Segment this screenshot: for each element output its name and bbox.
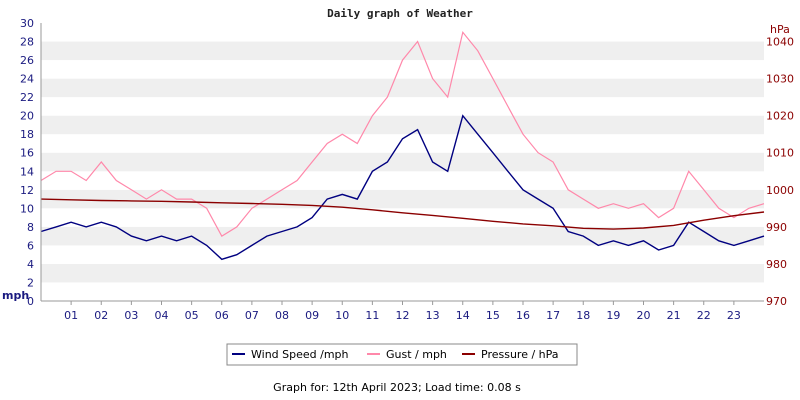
left-tick-label: 0 [27, 295, 34, 308]
legend-label: Pressure / hPa [481, 348, 559, 361]
x-tick-label: 23 [727, 309, 741, 322]
left-tick-label: 8 [27, 221, 34, 234]
left-tick-label: 22 [20, 91, 34, 104]
legend-label: Gust / mph [386, 348, 447, 361]
tick-labels: 0246810121416182022242628309709809901000… [20, 17, 794, 322]
x-tick-label: 19 [606, 309, 620, 322]
x-tick-label: 22 [697, 309, 711, 322]
x-tick-label: 08 [275, 309, 289, 322]
grid-band [41, 208, 764, 227]
left-tick-label: 14 [20, 165, 34, 178]
x-tick-label: 10 [335, 309, 349, 322]
left-tick-label: 18 [20, 128, 34, 141]
right-tick-label: 1040 [766, 36, 794, 49]
grid-band [41, 41, 764, 61]
grid-band [41, 282, 764, 301]
grid-bands [41, 23, 764, 301]
left-tick-label: 26 [20, 54, 34, 67]
grid-band [41, 23, 764, 42]
left-tick-label: 24 [20, 73, 34, 86]
grid-band [41, 171, 764, 190]
x-tick-label: 11 [365, 309, 379, 322]
grid-band [41, 134, 764, 153]
left-tick-label: 10 [20, 202, 34, 215]
grid-band [41, 60, 764, 79]
right-tick-label: 1030 [766, 73, 794, 86]
series-layer [40, 30, 765, 261]
right-tick-label: 1010 [766, 147, 794, 160]
footer-text: Graph for: 12th April 2023; Load time: 0… [273, 381, 521, 394]
x-tick-label: 12 [396, 309, 410, 322]
left-axis-unit: mph [2, 289, 29, 302]
x-tick-label: 02 [94, 309, 108, 322]
right-axis-unit: hPa [770, 23, 790, 36]
right-tick-label: 1000 [766, 184, 794, 197]
x-tick-label: 14 [456, 309, 470, 322]
legend-box [226, 343, 578, 366]
x-tick-label: 09 [305, 309, 319, 322]
x-tick-label: 16 [516, 309, 530, 322]
x-tick-label: 18 [576, 309, 590, 322]
right-tick-label: 980 [766, 258, 787, 271]
legend: Wind Speed /mph Gust / mph Pressure / hPa [226, 343, 578, 366]
left-tick-label: 20 [20, 110, 34, 123]
grid-band [41, 97, 764, 116]
x-tick-label: 01 [64, 309, 78, 322]
grid-band [41, 189, 764, 209]
left-tick-label: 6 [27, 239, 34, 252]
left-tick-label: 30 [20, 17, 34, 30]
left-tick-label: 2 [27, 276, 34, 289]
chart-title: Daily graph of Weather [327, 7, 473, 20]
grid-band [41, 263, 764, 283]
x-tick-label: 03 [124, 309, 138, 322]
left-tick-label: 16 [20, 147, 34, 160]
x-tick-label: 06 [215, 309, 229, 322]
grid-band [41, 226, 764, 246]
x-tick-label: 17 [546, 309, 560, 322]
left-tick-label: 4 [27, 258, 34, 271]
x-tick-label: 04 [155, 309, 169, 322]
grid-band [41, 152, 764, 172]
x-tick-label: 20 [637, 309, 651, 322]
grid-band [41, 78, 764, 98]
x-tick-label: 21 [667, 309, 681, 322]
left-tick-label: 12 [20, 184, 34, 197]
x-tick-label: 05 [185, 309, 199, 322]
right-tick-label: 1020 [766, 110, 794, 123]
x-tick-label: 15 [486, 309, 500, 322]
grid-band [41, 115, 764, 135]
legend-label: Wind Speed /mph [251, 348, 349, 361]
series-line-wind-speed-mph [40, 114, 765, 261]
right-tick-label: 970 [766, 295, 787, 308]
right-tick-label: 990 [766, 221, 787, 234]
x-tick-label: 13 [426, 309, 440, 322]
x-tick-label: 07 [245, 309, 259, 322]
left-tick-label: 28 [20, 36, 34, 49]
